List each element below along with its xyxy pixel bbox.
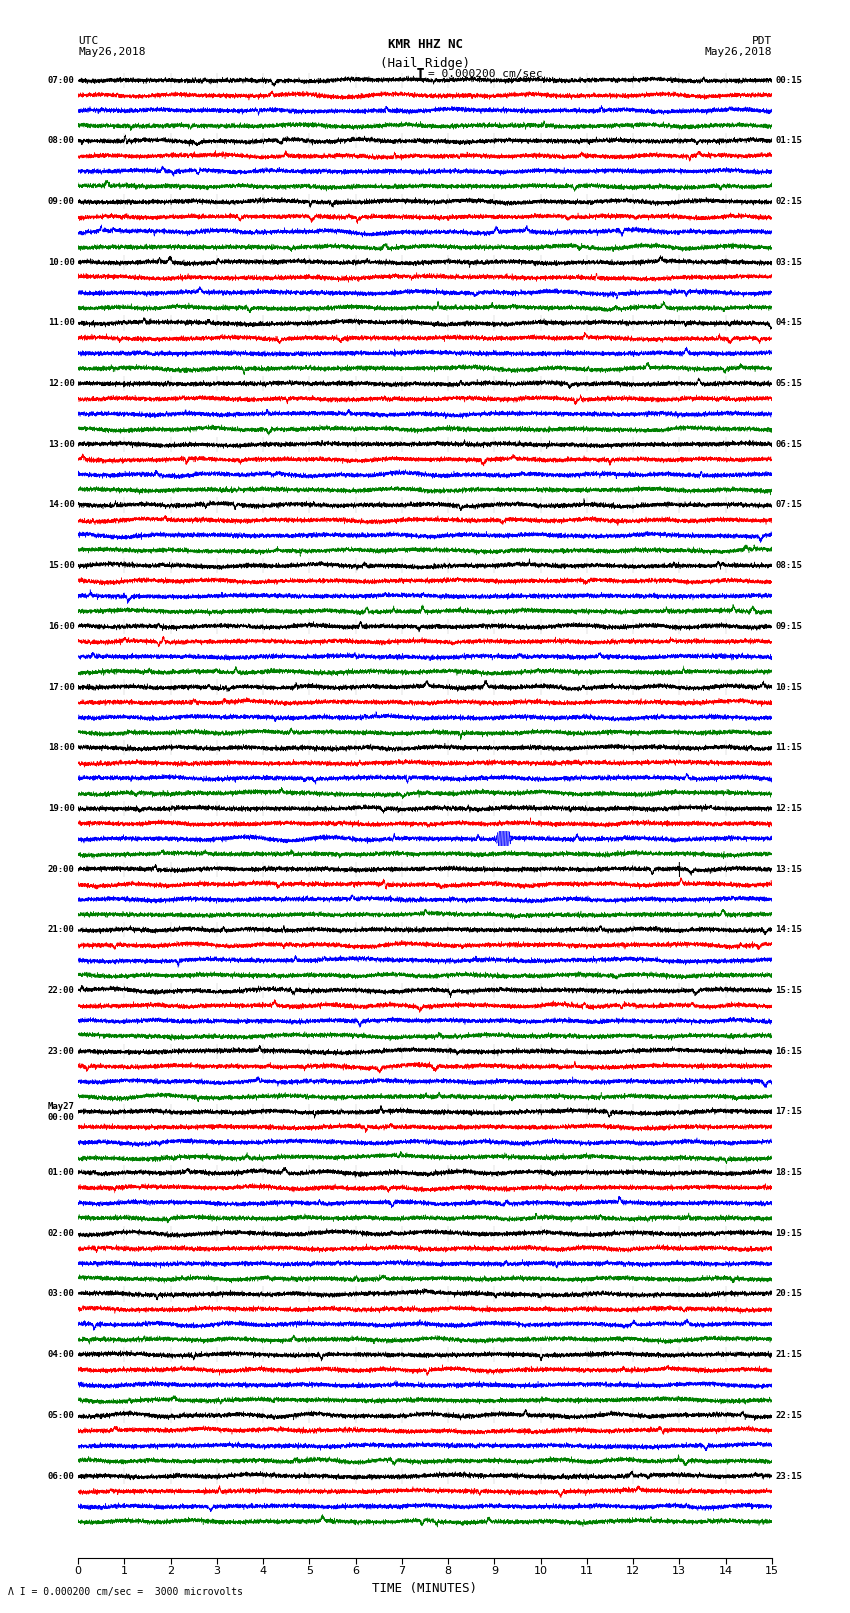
Text: 14:15: 14:15 xyxy=(775,926,802,934)
Text: 23:00: 23:00 xyxy=(48,1047,75,1055)
X-axis label: TIME (MINUTES): TIME (MINUTES) xyxy=(372,1582,478,1595)
Text: 20:15: 20:15 xyxy=(775,1289,802,1298)
Text: 17:00: 17:00 xyxy=(48,682,75,692)
Text: 15:15: 15:15 xyxy=(775,986,802,995)
Text: 23:15: 23:15 xyxy=(775,1471,802,1481)
Text: 04:00: 04:00 xyxy=(48,1350,75,1360)
Text: 05:00: 05:00 xyxy=(48,1411,75,1419)
Text: 01:00: 01:00 xyxy=(48,1168,75,1177)
Text: 20:00: 20:00 xyxy=(48,865,75,874)
Text: 16:00: 16:00 xyxy=(48,623,75,631)
Text: KMR HHZ NC: KMR HHZ NC xyxy=(388,37,462,50)
Text: 11:15: 11:15 xyxy=(775,744,802,752)
Text: 16:15: 16:15 xyxy=(775,1047,802,1055)
Text: = 0.000200 cm/sec: = 0.000200 cm/sec xyxy=(428,69,542,79)
Text: 18:15: 18:15 xyxy=(775,1168,802,1177)
Text: 18:00: 18:00 xyxy=(48,744,75,752)
Text: 01:15: 01:15 xyxy=(775,137,802,145)
Text: 19:15: 19:15 xyxy=(775,1229,802,1237)
Text: I: I xyxy=(416,68,425,82)
Text: 10:00: 10:00 xyxy=(48,258,75,266)
Text: PDT: PDT xyxy=(751,35,772,45)
Text: 02:00: 02:00 xyxy=(48,1229,75,1237)
Text: 07:15: 07:15 xyxy=(775,500,802,510)
Text: UTC: UTC xyxy=(78,35,99,45)
Text: (Hail Ridge): (Hail Ridge) xyxy=(380,58,470,71)
Text: 13:00: 13:00 xyxy=(48,440,75,448)
Text: 09:15: 09:15 xyxy=(775,623,802,631)
Text: 14:00: 14:00 xyxy=(48,500,75,510)
Text: 08:15: 08:15 xyxy=(775,561,802,569)
Text: 06:15: 06:15 xyxy=(775,440,802,448)
Text: 12:00: 12:00 xyxy=(48,379,75,389)
Text: 00:15: 00:15 xyxy=(775,76,802,84)
Text: May27
00:00: May27 00:00 xyxy=(48,1102,75,1121)
Text: 07:00: 07:00 xyxy=(48,76,75,84)
Text: 15:00: 15:00 xyxy=(48,561,75,569)
Text: 22:15: 22:15 xyxy=(775,1411,802,1419)
Text: 12:15: 12:15 xyxy=(775,803,802,813)
Text: 06:00: 06:00 xyxy=(48,1471,75,1481)
Text: 19:00: 19:00 xyxy=(48,803,75,813)
Text: 08:00: 08:00 xyxy=(48,137,75,145)
Text: 21:00: 21:00 xyxy=(48,926,75,934)
Text: 04:15: 04:15 xyxy=(775,318,802,327)
Text: May26,2018: May26,2018 xyxy=(78,47,145,58)
Text: 09:00: 09:00 xyxy=(48,197,75,206)
Text: 03:00: 03:00 xyxy=(48,1289,75,1298)
Text: Λ I = 0.000200 cm/sec =  3000 microvolts: Λ I = 0.000200 cm/sec = 3000 microvolts xyxy=(8,1587,243,1597)
Text: 02:15: 02:15 xyxy=(775,197,802,206)
Text: 11:00: 11:00 xyxy=(48,318,75,327)
Text: 17:15: 17:15 xyxy=(775,1108,802,1116)
Text: 10:15: 10:15 xyxy=(775,682,802,692)
Text: 22:00: 22:00 xyxy=(48,986,75,995)
Text: 03:15: 03:15 xyxy=(775,258,802,266)
Text: 13:15: 13:15 xyxy=(775,865,802,874)
Text: 21:15: 21:15 xyxy=(775,1350,802,1360)
Text: May26,2018: May26,2018 xyxy=(705,47,772,58)
Text: 05:15: 05:15 xyxy=(775,379,802,389)
